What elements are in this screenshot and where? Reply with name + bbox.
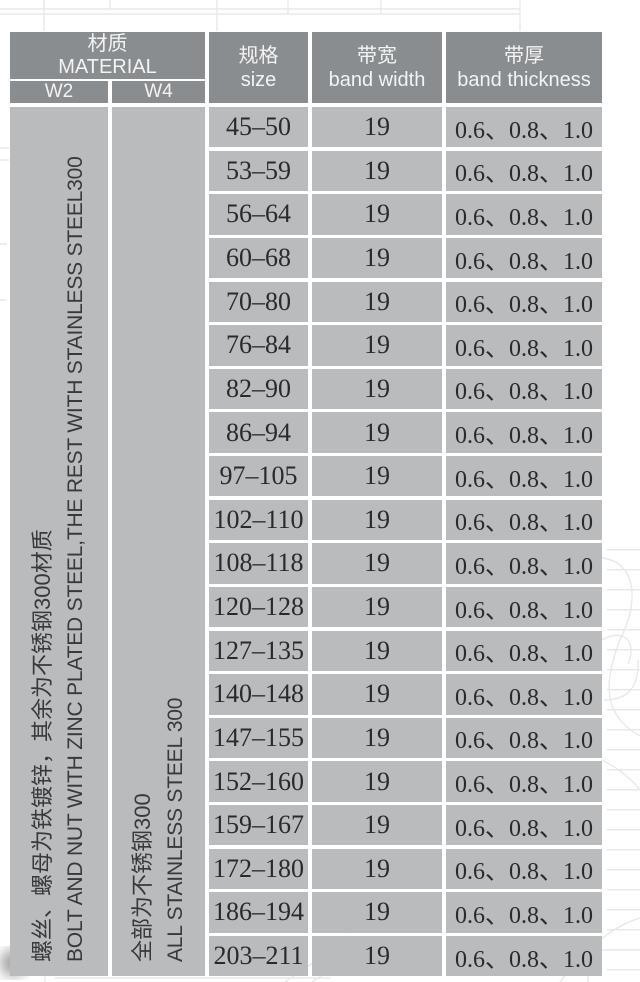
- row-1-band-thickness: 0.6、0.8、1.0: [446, 107, 602, 148]
- row-1-band-width: 19: [312, 107, 442, 148]
- row-9-band-thickness: 0.6、0.8、1.0: [446, 456, 602, 497]
- row-13-band-width: 19: [312, 630, 442, 671]
- note-w2-zh: 螺丝、螺母为铁镀锌，其余为不锈钢300材质: [30, 528, 55, 962]
- material-note-w2: 螺丝、螺母为铁镀锌，其余为不锈钢300材质 BOLT AND NUT WITH …: [10, 107, 108, 977]
- row-13-size: 127–135: [209, 630, 308, 671]
- background-ruled-lines: [607, 549, 640, 982]
- header-w4: W4: [112, 81, 205, 103]
- table-header: 材质 MATERIAL W2 W4 规格 size 带宽 band width …: [10, 32, 602, 103]
- row-10-band-width: 19: [312, 499, 442, 541]
- row-7-size: 82–90: [209, 368, 308, 410]
- header-size: 规格 size: [209, 32, 308, 103]
- row-18-size: 172–180: [209, 848, 308, 890]
- row-4-band-thickness: 0.6、0.8、1.0: [446, 237, 602, 279]
- note-w2-en: BOLT AND NUT WITH ZINC PLATED STEEL,THE …: [64, 156, 87, 962]
- header-material-zh: 材质: [87, 32, 128, 55]
- row-14-band-thickness: 0.6、0.8、1.0: [446, 674, 602, 715]
- header-material-group: 材质 MATERIAL W2 W4: [10, 32, 205, 103]
- row-15-band-width: 19: [312, 717, 442, 759]
- row-3-band-thickness: 0.6、0.8、1.0: [446, 194, 602, 235]
- note-w4-en: ALL STAINLESS STEEL 300: [163, 697, 187, 962]
- row-11-band-thickness: 0.6、0.8、1.0: [446, 543, 602, 584]
- note-w4-zh: 全部为不锈钢300: [129, 792, 155, 962]
- row-4-band-width: 19: [312, 237, 442, 279]
- row-5-band-thickness: 0.6、0.8、1.0: [446, 281, 602, 322]
- row-20-size: 203–211: [209, 935, 308, 977]
- row-11-band-width: 19: [312, 543, 442, 584]
- header-band-width-en: band width: [328, 68, 426, 91]
- row-14-size: 140–148: [209, 674, 308, 715]
- header-size-zh: 规格: [238, 44, 279, 67]
- row-13-band-thickness: 0.6、0.8、1.0: [446, 630, 602, 671]
- row-17-size: 159–167: [209, 805, 308, 846]
- row-10-band-thickness: 0.6、0.8、1.0: [446, 499, 602, 541]
- header-band-thickness: 带厚 band thickness: [446, 32, 602, 103]
- row-1-size: 45–50: [209, 107, 308, 148]
- material-note-w4-text: 全部为不锈钢300 ALL STAINLESS STEEL 300: [126, 108, 192, 976]
- row-18-band-thickness: 0.6、0.8、1.0: [446, 848, 602, 890]
- row-8-band-thickness: 0.6、0.8、1.0: [446, 412, 602, 453]
- row-6-size: 76–84: [209, 325, 308, 366]
- row-8-size: 86–94: [209, 412, 308, 453]
- header-band-width-zh: 带宽: [357, 44, 397, 67]
- header-size-en: size: [240, 68, 277, 91]
- row-9-band-width: 19: [312, 456, 442, 497]
- row-18-band-width: 19: [312, 848, 442, 890]
- row-5-band-width: 19: [312, 281, 442, 322]
- row-15-band-thickness: 0.6、0.8、1.0: [446, 717, 602, 759]
- row-15-size: 147–155: [209, 717, 308, 759]
- material-note-w2-text: 螺丝、螺母为铁镀锌，其余为不锈钢300材质 BOLT AND NUT WITH …: [26, 108, 92, 976]
- row-16-band-width: 19: [312, 761, 442, 802]
- row-12-size: 120–128: [209, 586, 308, 628]
- row-17-band-width: 19: [312, 805, 442, 846]
- material-note-w4: 全部为不锈钢300 ALL STAINLESS STEEL 300: [112, 107, 205, 977]
- row-7-band-width: 19: [312, 368, 442, 410]
- header-material-en: MATERIAL: [58, 55, 157, 78]
- row-5-size: 70–80: [209, 281, 308, 322]
- row-19-band-width: 19: [312, 892, 442, 933]
- row-2-band-width: 19: [312, 150, 442, 192]
- row-8-band-width: 19: [312, 412, 442, 453]
- row-3-band-width: 19: [312, 194, 442, 235]
- row-4-size: 60–68: [209, 237, 308, 279]
- row-6-band-thickness: 0.6、0.8、1.0: [446, 325, 602, 366]
- header-material-sub-row: W2 W4: [10, 81, 205, 103]
- table-body: 螺丝、螺母为铁镀锌，其余为不锈钢300材质 BOLT AND NUT WITH …: [10, 107, 602, 977]
- header-material: 材质 MATERIAL: [10, 32, 205, 79]
- clamp-spec-table: 材质 MATERIAL W2 W4 规格 size 带宽 band width …: [10, 32, 602, 977]
- row-6-band-width: 19: [312, 325, 442, 366]
- row-12-band-thickness: 0.6、0.8、1.0: [446, 586, 602, 628]
- row-14-band-width: 19: [312, 674, 442, 715]
- row-20-band-thickness: 0.6、0.8、1.0: [446, 935, 602, 977]
- row-2-band-thickness: 0.6、0.8、1.0: [446, 150, 602, 192]
- header-band-thickness-zh: 带厚: [504, 44, 544, 67]
- row-10-size: 102–110: [209, 499, 308, 541]
- row-9-size: 97–105: [209, 456, 308, 497]
- row-19-band-thickness: 0.6、0.8、1.0: [446, 892, 602, 933]
- header-band-width: 带宽 band width: [312, 32, 442, 103]
- row-20-band-width: 19: [312, 935, 442, 977]
- row-16-size: 152–160: [209, 761, 308, 802]
- row-2-size: 53–59: [209, 150, 308, 192]
- row-17-band-thickness: 0.6、0.8、1.0: [446, 805, 602, 846]
- header-w2: W2: [10, 81, 108, 103]
- row-7-band-thickness: 0.6、0.8、1.0: [446, 368, 602, 410]
- row-16-band-thickness: 0.6、0.8、1.0: [446, 761, 602, 802]
- row-19-size: 186–194: [209, 892, 308, 933]
- header-band-thickness-en: band thickness: [457, 68, 591, 91]
- row-11-size: 108–118: [209, 543, 308, 584]
- row-3-size: 56–64: [209, 194, 308, 235]
- row-12-band-width: 19: [312, 586, 442, 628]
